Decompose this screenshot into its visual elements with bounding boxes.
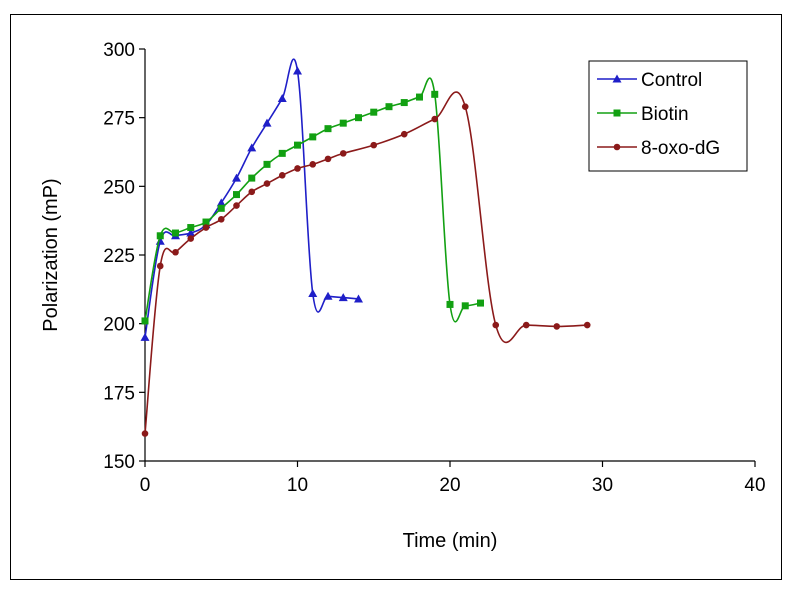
data-point (293, 66, 302, 75)
legend-label: Control (641, 70, 702, 91)
data-point (233, 191, 240, 199)
x-tick-label: 0 (140, 475, 151, 496)
y-tick-label: 250 (103, 177, 135, 198)
data-point (217, 204, 225, 212)
data-point (492, 321, 500, 329)
data-point (216, 198, 226, 207)
data-point (385, 103, 393, 111)
data-point (172, 229, 179, 237)
x-tick-label: 20 (439, 475, 460, 496)
legend-marker (613, 143, 621, 151)
data-point (400, 130, 408, 138)
data-point (233, 202, 240, 209)
data-point (217, 215, 225, 223)
series-line (144, 77, 481, 323)
y-tick-label: 175 (103, 383, 135, 404)
x-tick-label: 10 (287, 475, 308, 496)
series-layer (140, 58, 591, 437)
y-tick-label: 275 (103, 109, 135, 130)
data-point (370, 108, 378, 116)
y-tick-label: 300 (103, 40, 135, 61)
data-point (140, 332, 150, 341)
data-point (262, 118, 272, 127)
data-point (339, 119, 347, 127)
data-point (202, 224, 210, 231)
data-point (278, 149, 286, 157)
data-point (354, 294, 363, 303)
data-point (338, 293, 348, 302)
y-tick-label: 225 (103, 246, 135, 267)
data-point (355, 114, 362, 122)
data-point (370, 141, 378, 149)
y-axis-title: Polarization (mP) (40, 178, 62, 331)
data-point (172, 248, 179, 256)
data-point (446, 300, 454, 308)
data-point (263, 160, 271, 168)
data-point (308, 288, 318, 297)
data-point (323, 291, 333, 300)
legend-marker (612, 74, 622, 83)
data-point (431, 115, 439, 123)
legend: Control Biotin 8-oxo-dG (588, 60, 748, 172)
line-chart: 150 175 200 225 250 275 300 0 10 20 30 40 Time (min… (40, 40, 766, 552)
y-tick-label: 200 (103, 315, 135, 336)
data-point (247, 143, 257, 152)
data-point (186, 228, 196, 237)
legend-label: 8-oxo-dG (641, 138, 720, 159)
series-8-oxo-dg (141, 91, 591, 437)
data-point (294, 141, 301, 149)
data-point (324, 155, 332, 163)
data-point (339, 150, 347, 157)
data-point (309, 161, 317, 168)
data-point (141, 317, 149, 325)
data-point (461, 103, 469, 110)
data-point (156, 232, 164, 240)
data-point (248, 188, 256, 196)
y-tick-label: 150 (103, 452, 135, 473)
data-point (187, 235, 195, 242)
plot-axes: 150 175 200 225 250 275 300 0 10 20 30 40 (103, 40, 765, 496)
data-point (431, 90, 439, 98)
data-point (278, 172, 286, 179)
data-point (294, 165, 301, 172)
legend-item: Biotin (597, 104, 689, 125)
data-point (156, 262, 164, 270)
data-point (202, 218, 210, 226)
series-biotin (141, 77, 484, 325)
legend-marker (613, 109, 621, 117)
data-point (248, 174, 256, 182)
series-line (144, 91, 588, 434)
data-point (187, 224, 195, 232)
data-point (553, 323, 561, 330)
data-point (141, 430, 149, 437)
legend-item: 8-oxo-dG (597, 138, 720, 159)
data-point (277, 93, 287, 102)
data-point (309, 133, 317, 141)
x-tick-label: 30 (592, 475, 613, 496)
x-tick-label: 40 (744, 475, 765, 496)
series-line (144, 58, 359, 338)
x-axis-title: Time (min) (403, 530, 498, 552)
data-point (324, 125, 332, 133)
data-point (583, 321, 591, 329)
series-control (140, 58, 363, 341)
legend-item: Control (597, 70, 702, 91)
data-point (232, 173, 241, 182)
data-point (461, 302, 469, 310)
data-point (416, 93, 423, 101)
chart-frame: 150 175 200 225 250 275 300 0 10 20 30 40 Time (min… (10, 14, 782, 580)
data-point (263, 180, 271, 187)
data-point (522, 321, 530, 329)
data-point (400, 99, 408, 107)
data-point (477, 299, 484, 307)
legend-label: Biotin (641, 104, 689, 125)
